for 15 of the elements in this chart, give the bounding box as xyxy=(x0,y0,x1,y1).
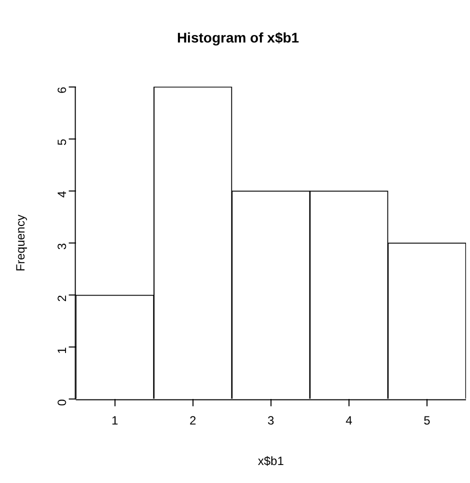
y-tick-label: 3 xyxy=(55,242,70,250)
x-tick-label: 4 xyxy=(346,414,353,428)
chart-title: Histogram of x$b1 xyxy=(176,29,300,46)
x-axis-title: x$b1 xyxy=(258,454,284,468)
x-tick-label: 2 xyxy=(190,414,197,428)
y-tick-label: 1 xyxy=(55,346,70,354)
y-tick-label: 2 xyxy=(55,294,70,302)
x-tick-label: 3 xyxy=(268,414,275,428)
y-axis-title: Frequency xyxy=(14,214,28,272)
y-tick-label: 0 xyxy=(55,398,70,406)
x-tick-label: 1 xyxy=(111,414,118,428)
y-tick-label: 4 xyxy=(55,190,70,198)
y-tick-label: 6 xyxy=(55,86,70,94)
y-tick-label: 5 xyxy=(55,138,70,146)
x-tick-label: 5 xyxy=(424,414,431,428)
